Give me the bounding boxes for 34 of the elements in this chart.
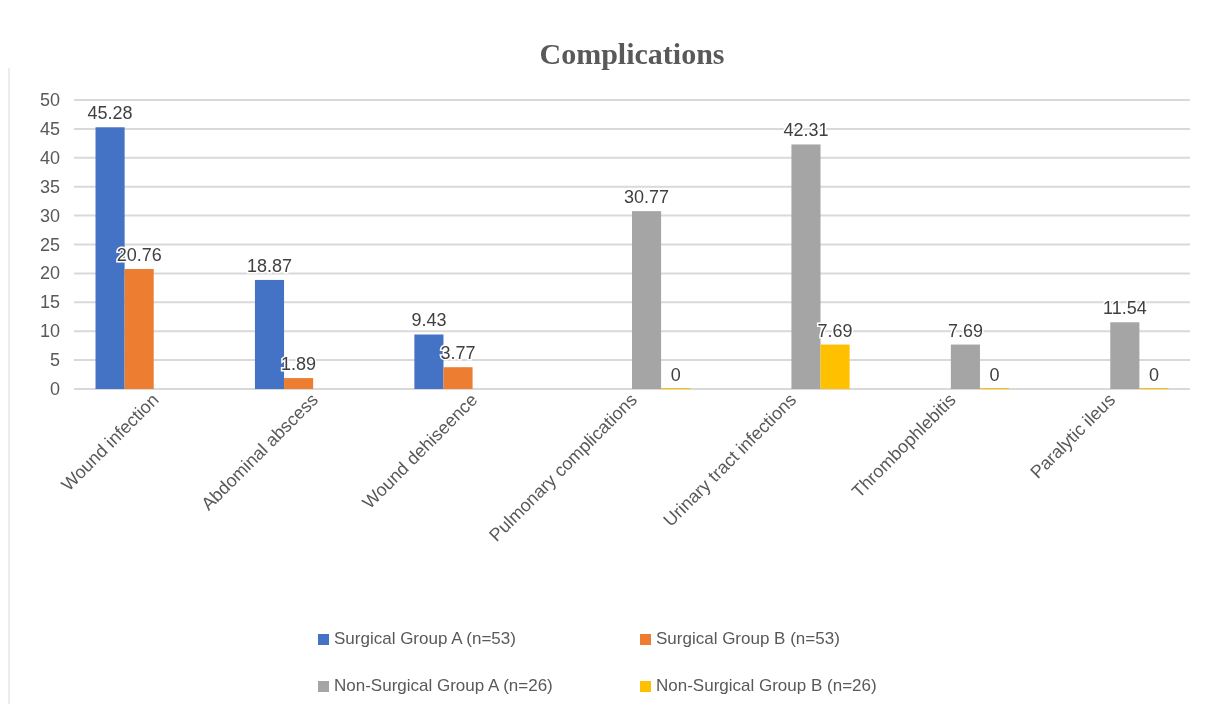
y-tick-label: 20 [39,263,60,284]
legend-label: Non-Surgical Group B (n=26) [656,676,877,695]
data-label: 0 [670,365,681,385]
data-label: 42.31 [783,120,829,141]
y-tick-label: 45 [39,118,60,139]
y-tick-label: 35 [39,176,60,197]
data-label: 0 [1148,365,1159,385]
data-label: 0 [989,365,1000,385]
y-tick-label: 0 [49,379,60,399]
y-tick-label: 10 [39,321,60,342]
y-tick-label: 40 [39,147,60,168]
bar [284,378,314,389]
y-tick-label: 25 [39,234,60,255]
data-label: 7.69 [947,320,983,341]
data-label: 45.28 [87,103,133,124]
data-label: 11.54 [1102,298,1147,319]
bar [1110,322,1140,389]
bar [124,269,154,389]
y-tick-label: 15 [39,292,60,313]
y-tick-label: 30 [39,205,60,226]
legend-label: Surgical Group A (n=53) [334,629,516,648]
legend-label: Non-Surgical Group A (n=26) [334,676,553,695]
y-tick-label: 5 [49,350,60,371]
bar [950,344,980,389]
chart-title: Complications [539,37,725,70]
bar [820,344,850,389]
y-tick-label: 50 [39,90,60,110]
legend-label: Surgical Group B (n=53) [656,629,840,648]
data-label: 30.77 [624,187,670,208]
bar [443,367,473,389]
data-label: 7.69 [817,320,853,341]
data-label: 9.43 [411,310,447,331]
data-label: 18.87 [246,255,293,276]
bar [632,211,662,389]
